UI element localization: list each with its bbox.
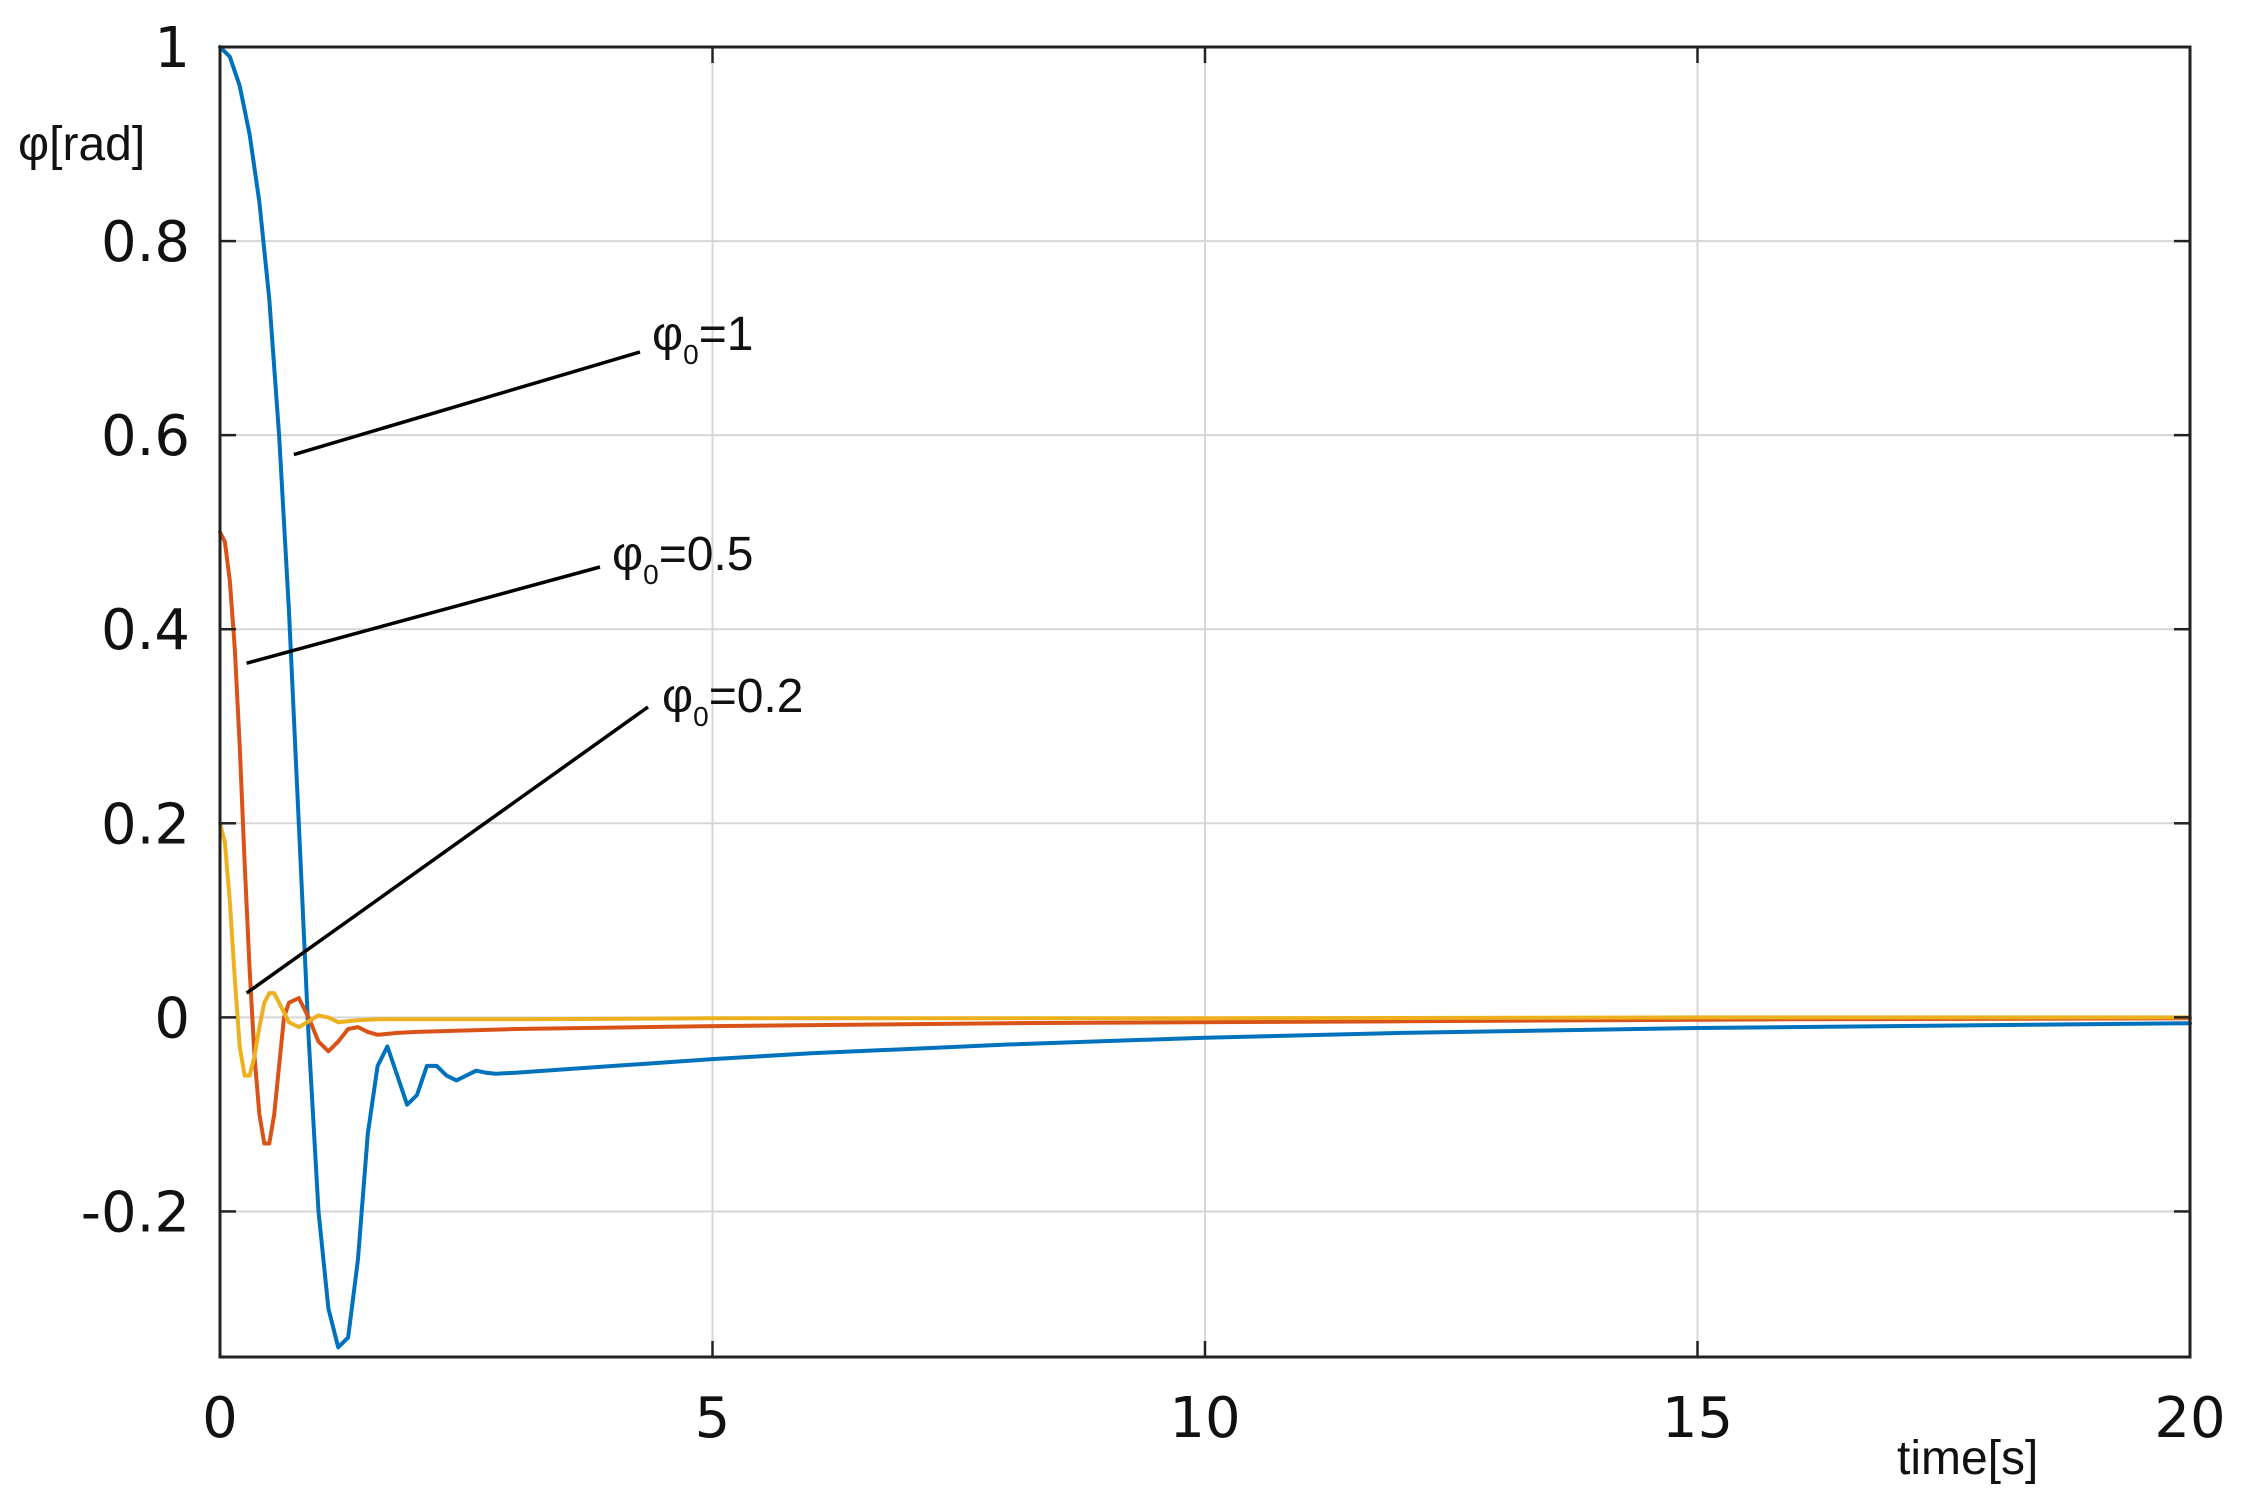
grid <box>219 46 2191 1357</box>
annotation-value: =0.2 <box>709 670 804 723</box>
series-line-phi0-0-2 <box>218 821 2192 1078</box>
annotation-value: =0.5 <box>659 528 754 581</box>
x-tick-label: 15 <box>1662 1386 1733 1451</box>
y-tick-label: -0.2 <box>81 1180 190 1245</box>
y-tick-label: 0.6 <box>101 404 190 469</box>
annotation-label: φ0=0.2 <box>662 670 803 732</box>
x-tick-label: 0 <box>202 1386 238 1451</box>
x-tick-label: 10 <box>1169 1386 1240 1451</box>
annotation-subscript: 0 <box>693 701 709 732</box>
annotation-label: φ0=0.5 <box>612 528 753 590</box>
ticks: 0 5 10 15 20 -0.2 0 0.2 0.4 0.6 0.8 1 <box>81 16 2226 1451</box>
annotation-subscript: 0 <box>643 559 659 590</box>
annotation-label: φ0=1 <box>652 308 753 370</box>
y-tick-label: 0.8 <box>101 210 190 275</box>
annotation-leader-line <box>246 565 601 665</box>
y-axis-label: φ[rad] <box>18 118 145 171</box>
y-tick-label: 0 <box>154 986 190 1051</box>
x-axis-label: time[s] <box>1897 1432 2038 1485</box>
x-tick-label: 5 <box>695 1386 731 1451</box>
annotation-symbol: φ <box>612 528 643 581</box>
annotation-symbol: φ <box>662 670 693 723</box>
annotation-subscript: 0 <box>683 339 699 370</box>
annotation-leader-line <box>293 350 641 457</box>
series-line-phi0-0-5 <box>218 530 2192 1146</box>
annotations: φ0=1φ0=0.5φ0=0.2 <box>245 308 803 995</box>
annotation-symbol: φ <box>652 308 683 361</box>
annotation-leader-line <box>245 705 650 995</box>
y-tick-label: 0.4 <box>101 598 190 663</box>
y-tick-label: 1 <box>154 16 190 81</box>
series-line-phi0-1 <box>218 45 2192 1350</box>
y-tick-label: 0.2 <box>101 792 190 857</box>
x-tick-label: 20 <box>2154 1386 2225 1451</box>
annotation-value: =1 <box>699 308 754 361</box>
series-layer <box>218 45 2192 1350</box>
